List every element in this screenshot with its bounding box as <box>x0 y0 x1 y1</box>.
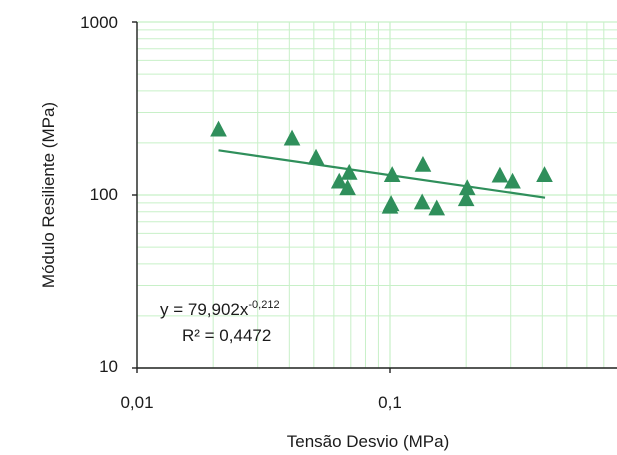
data-point <box>382 195 400 212</box>
y-tick-label-10: 10 <box>99 357 118 376</box>
data-point <box>457 190 475 207</box>
y-tick-label-1000: 1000 <box>80 13 118 32</box>
data-point <box>340 163 358 180</box>
y-axis-title: Módulo Resiliente (MPa) <box>39 102 58 288</box>
trendline-equation-exponent: -0,212 <box>248 299 279 311</box>
data-point <box>413 193 431 210</box>
x-tick-label-0-1: 0,1 <box>378 393 402 412</box>
data-point <box>428 199 446 216</box>
axes <box>132 21 617 373</box>
data-point <box>491 166 509 183</box>
data-point <box>536 166 553 182</box>
data-point <box>458 179 476 196</box>
x-tick-label-0-01: 0,01 <box>120 393 153 412</box>
trendline-equation-main: y = 79,902x <box>160 300 249 319</box>
grid <box>136 21 617 369</box>
x-axis-title: Tensão Desvio (MPa) <box>287 432 450 451</box>
data-point <box>283 129 301 146</box>
trendline-equation: y = 79,902x-0,212 <box>160 299 280 319</box>
data-point <box>307 148 325 165</box>
data-point <box>330 172 348 189</box>
trendline-r-squared: R² = 0,4472 <box>182 326 271 345</box>
trendline-layer <box>218 149 546 199</box>
data-point <box>414 155 432 172</box>
y-tick-label-100: 100 <box>90 185 118 204</box>
power-trendline <box>218 149 546 199</box>
data-points <box>210 120 553 216</box>
data-point <box>339 179 356 196</box>
data-point <box>210 120 227 137</box>
data-point <box>383 166 401 182</box>
data-point <box>504 172 521 189</box>
